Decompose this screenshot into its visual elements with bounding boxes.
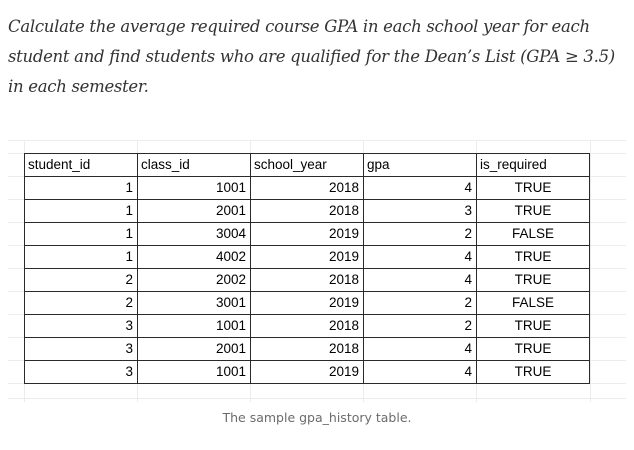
cell-student-id: 3	[24, 314, 138, 338]
cell-student-id: 1	[24, 199, 138, 223]
table-row: 3 1001 2018 2 TRUE	[24, 314, 590, 338]
cell-gpa: 4	[363, 268, 477, 292]
cell-class-id: 1001	[137, 360, 251, 384]
cell-class-id: 4002	[137, 245, 251, 269]
cell-is-required: TRUE	[476, 337, 590, 361]
header-school-year: school_year	[250, 153, 364, 177]
cell-school-year: 2018	[250, 314, 364, 338]
table-caption: The sample gpa_history table.	[222, 410, 412, 425]
cell-gpa: 2	[363, 222, 477, 246]
cell-gpa: 4	[363, 337, 477, 361]
cell-is-required: TRUE	[476, 176, 590, 200]
cell-class-id: 1001	[137, 314, 251, 338]
header-class-id: class_id	[137, 153, 251, 177]
cell-is-required: TRUE	[476, 360, 590, 384]
cell-gpa: 4	[363, 176, 477, 200]
cell-student-id: 2	[24, 291, 138, 315]
cell-school-year: 2019	[250, 360, 364, 384]
cell-gpa: 3	[363, 199, 477, 223]
cell-is-required: FALSE	[476, 222, 590, 246]
cell-student-id: 3	[24, 360, 138, 384]
cell-school-year: 2019	[250, 222, 364, 246]
cell-is-required: TRUE	[476, 199, 590, 223]
cell-student-id: 1	[24, 245, 138, 269]
cell-student-id: 2	[24, 268, 138, 292]
table-row: 3 1001 2019 4 TRUE	[24, 360, 590, 384]
cell-is-required: TRUE	[476, 245, 590, 269]
cell-is-required: TRUE	[476, 314, 590, 338]
gpa-history-table: student_id class_id school_year gpa is_r…	[24, 153, 590, 384]
intro-paragraph: Calculate the average required course GP…	[8, 17, 615, 96]
cell-school-year: 2019	[250, 291, 364, 315]
cell-student-id: 1	[24, 176, 138, 200]
cell-is-required: FALSE	[476, 291, 590, 315]
cell-gpa: 4	[363, 360, 477, 384]
cell-school-year: 2019	[250, 245, 364, 269]
table-row: 2 3001 2019 2 FALSE	[24, 291, 590, 315]
cell-student-id: 3	[24, 337, 138, 361]
cell-school-year: 2018	[250, 337, 364, 361]
cell-class-id: 3001	[137, 291, 251, 315]
cell-gpa: 2	[363, 291, 477, 315]
table-row: 1 3004 2019 2 FALSE	[24, 222, 590, 246]
cell-class-id: 3004	[137, 222, 251, 246]
cell-school-year: 2018	[250, 268, 364, 292]
table-header-row: student_id class_id school_year gpa is_r…	[24, 153, 590, 177]
table-row: 2 2002 2018 4 TRUE	[24, 268, 590, 292]
cell-class-id: 2001	[137, 199, 251, 223]
cell-class-id: 2001	[137, 337, 251, 361]
cell-is-required: TRUE	[476, 268, 590, 292]
cell-gpa: 2	[363, 314, 477, 338]
cell-class-id: 2002	[137, 268, 251, 292]
cell-school-year: 2018	[250, 199, 364, 223]
cell-class-id: 1001	[137, 176, 251, 200]
table-row: 1 4002 2019 4 TRUE	[24, 245, 590, 269]
header-gpa: gpa	[363, 153, 477, 177]
table-row: 1 2001 2018 3 TRUE	[24, 199, 590, 223]
table-row: 3 2001 2018 4 TRUE	[24, 337, 590, 361]
cell-school-year: 2018	[250, 176, 364, 200]
header-is-required: is_required	[476, 153, 590, 177]
cell-student-id: 1	[24, 222, 138, 246]
table-row: 1 1001 2018 4 TRUE	[24, 176, 590, 200]
cell-gpa: 4	[363, 245, 477, 269]
header-student-id: student_id	[24, 153, 138, 177]
